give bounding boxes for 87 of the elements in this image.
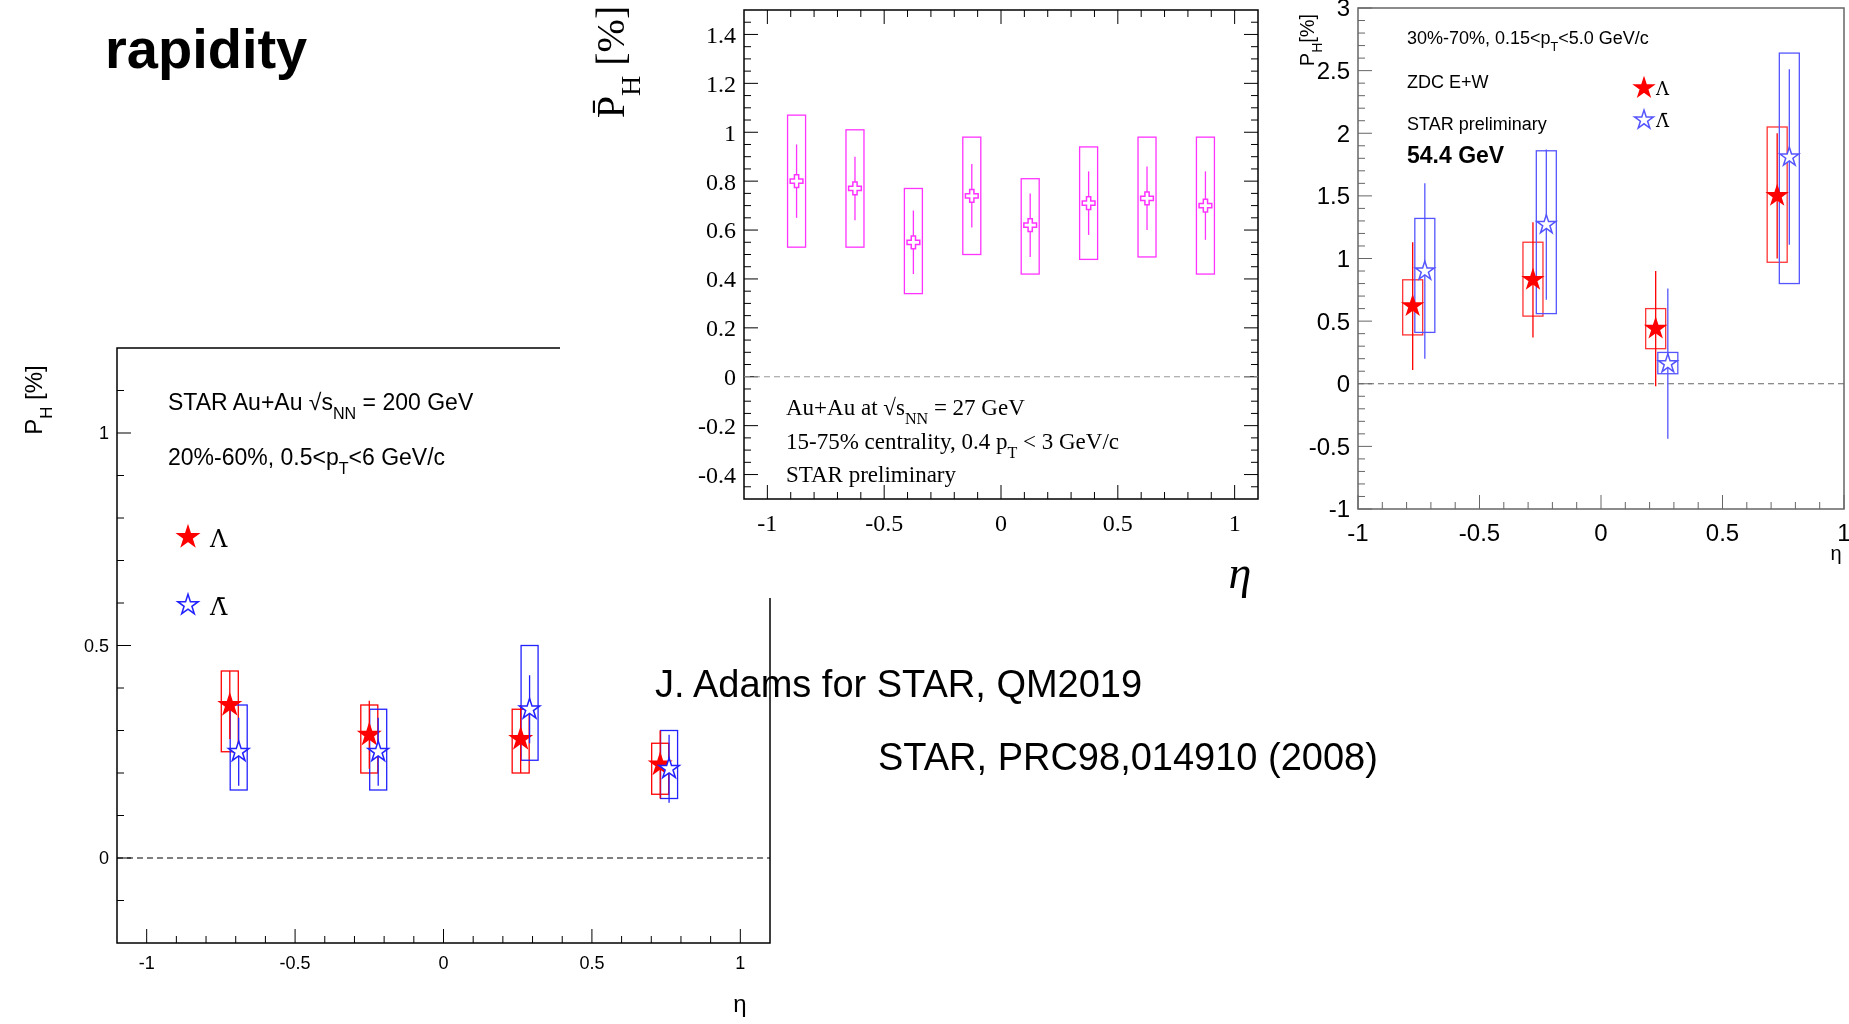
point: [906, 235, 921, 250]
point: [1081, 196, 1096, 211]
annotation: Au+Au at √s$_{NN}$ = 27 GeV: [786, 395, 1026, 427]
legend-label: Λ̄: [1655, 110, 1670, 132]
y-tick-label: 1: [98, 423, 109, 444]
x-tick-label: -0.5: [1458, 519, 1501, 546]
legend-label: Λ̄: [209, 592, 228, 621]
bar: [1766, 126, 1788, 263]
y-tick-label: 0: [1336, 370, 1350, 398]
x-tick-label: 0: [1594, 519, 1608, 546]
annotation: STAR preliminary: [786, 462, 957, 487]
point: [1767, 185, 1788, 205]
point: [1198, 198, 1213, 213]
y-tick-label: 1: [1336, 244, 1350, 272]
x-tick-label: -1: [757, 510, 778, 536]
y-tick-label: 1: [724, 119, 736, 146]
bar: [229, 704, 248, 791]
legend-label: Λ: [209, 524, 228, 553]
x-tick-label: 0: [438, 953, 449, 973]
annotation: 15-75% centrality, 0.4 p$_{T}$ < 3 GeV/c: [786, 429, 1120, 461]
x-tick-label: 1: [1228, 510, 1241, 536]
point: [1536, 214, 1557, 234]
bar: [1020, 178, 1040, 275]
y-tick-label: 1.5: [1316, 182, 1350, 210]
point: [1414, 260, 1435, 280]
y-tick-label: -0.2: [698, 413, 736, 440]
y-tick-label: 0.5: [83, 635, 109, 656]
point: [509, 727, 532, 749]
point: [367, 740, 390, 762]
point: [358, 723, 381, 745]
bar: [1402, 279, 1424, 336]
x-tick-label: 0.5: [579, 953, 605, 973]
y-tick-label: 1.2: [706, 70, 736, 97]
y-tick-label: 3: [1336, 0, 1350, 22]
x-tick-label: -0.5: [865, 510, 904, 536]
bar: [1078, 146, 1099, 261]
bar: [1522, 241, 1544, 317]
point: [227, 740, 250, 762]
point: [1522, 269, 1544, 289]
y-tick-label: 2: [1336, 119, 1350, 147]
point: [518, 697, 541, 719]
bar: [1535, 150, 1557, 315]
bar: [220, 670, 239, 753]
x-axis-title: η: [1228, 547, 1252, 598]
y-tick-label: -0.5: [1308, 432, 1350, 460]
x-tick-label: 0: [995, 510, 1007, 536]
annotation: 20%-60%, 0.5<p$_{T}$<6 GeV/c: [168, 444, 446, 477]
x-tick-label: -1: [138, 953, 155, 973]
bar: [1137, 136, 1157, 258]
point: [789, 174, 804, 189]
bar: [962, 136, 982, 256]
x-axis-title: η: [733, 990, 747, 1017]
y-tick-label: 0.5: [1316, 307, 1350, 335]
x-tick-label: 0.5: [1102, 510, 1133, 536]
annotation: ZDC E+W: [1407, 72, 1489, 92]
legend-label: Λ: [1655, 78, 1670, 100]
bar: [520, 644, 539, 761]
bar: [1778, 52, 1800, 285]
y-tick-label: -0.4: [698, 461, 736, 488]
bar: [786, 114, 807, 248]
y-tick-label: 0.2: [706, 315, 736, 342]
y-tick-label: 0: [724, 364, 736, 391]
y-tick-label: 0.4: [706, 266, 736, 293]
point: [1139, 191, 1155, 206]
annotation: 54.4 GeV: [1407, 142, 1505, 168]
bar: [903, 187, 924, 295]
bar: [360, 704, 379, 774]
point: [1023, 218, 1038, 233]
annotation: STAR Au+Au √s$_{NN}$ = 200 GeV: [168, 389, 474, 422]
point: [218, 693, 241, 715]
y-tick-label: 1.4: [706, 21, 736, 48]
annotation: 30%-70%, 0.15<p$_{T}$<5.0 GeV/c: [1407, 28, 1649, 54]
bar: [845, 129, 865, 248]
y-tick-label: 0.8: [706, 168, 736, 195]
annotation: STAR preliminary: [1407, 114, 1547, 134]
point: [847, 181, 863, 196]
chart-title: rapidity: [105, 17, 308, 80]
bar: [1645, 307, 1667, 350]
y-tick-label: 0: [98, 848, 109, 869]
point: [964, 188, 979, 203]
bar: [1195, 136, 1216, 275]
point: [658, 757, 681, 779]
point: [1779, 146, 1800, 166]
y-tick-label: 0.6: [706, 217, 736, 244]
text: STAR, PRC98,014910 (2008): [878, 736, 1378, 778]
x-tick-label: 0.5: [1705, 519, 1740, 546]
x-tick-label: -0.5: [279, 953, 311, 973]
